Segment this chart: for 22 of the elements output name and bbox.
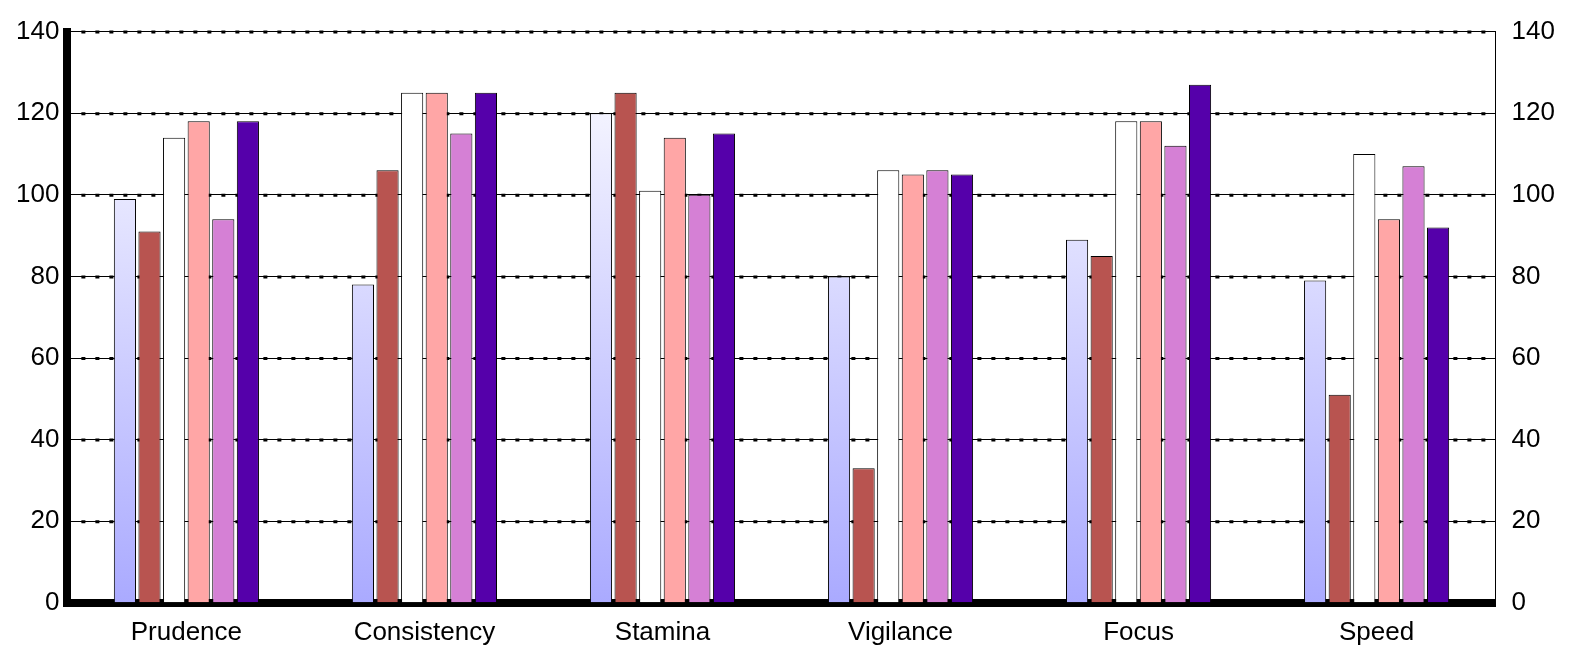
y2-tick-label: 60 xyxy=(1511,341,1541,372)
y-tick-label: 60 xyxy=(30,341,60,372)
y-tick-label: 140 xyxy=(15,14,60,45)
y2-tick-label: 40 xyxy=(1511,422,1541,453)
x-tick-label: Focus xyxy=(1103,615,1174,646)
x-tick-label: Prudence xyxy=(130,615,243,646)
y2-tick-label: 100 xyxy=(1511,177,1556,208)
x-tick-label: Stamina xyxy=(614,615,711,646)
y2-tick-label: 0 xyxy=(1511,585,1527,616)
y-tick-label: 0 xyxy=(44,585,60,616)
y2-tick-label: 80 xyxy=(1511,259,1541,290)
y2-tick-label: 20 xyxy=(1511,504,1541,535)
y-tick-label: 120 xyxy=(15,96,60,127)
y-tick-label: 80 xyxy=(30,259,60,290)
x-tick-label: Speed xyxy=(1339,615,1415,646)
y-tick-label: 100 xyxy=(15,177,60,208)
y-tick-label: 40 xyxy=(30,422,60,453)
y-tick-label: 20 xyxy=(30,504,60,535)
x-tick-label: Consistency xyxy=(353,615,496,646)
y2-tick-label: 120 xyxy=(1511,96,1556,127)
y2-tick-label: 140 xyxy=(1511,14,1556,45)
x-tick-label: Vigilance xyxy=(848,615,954,646)
